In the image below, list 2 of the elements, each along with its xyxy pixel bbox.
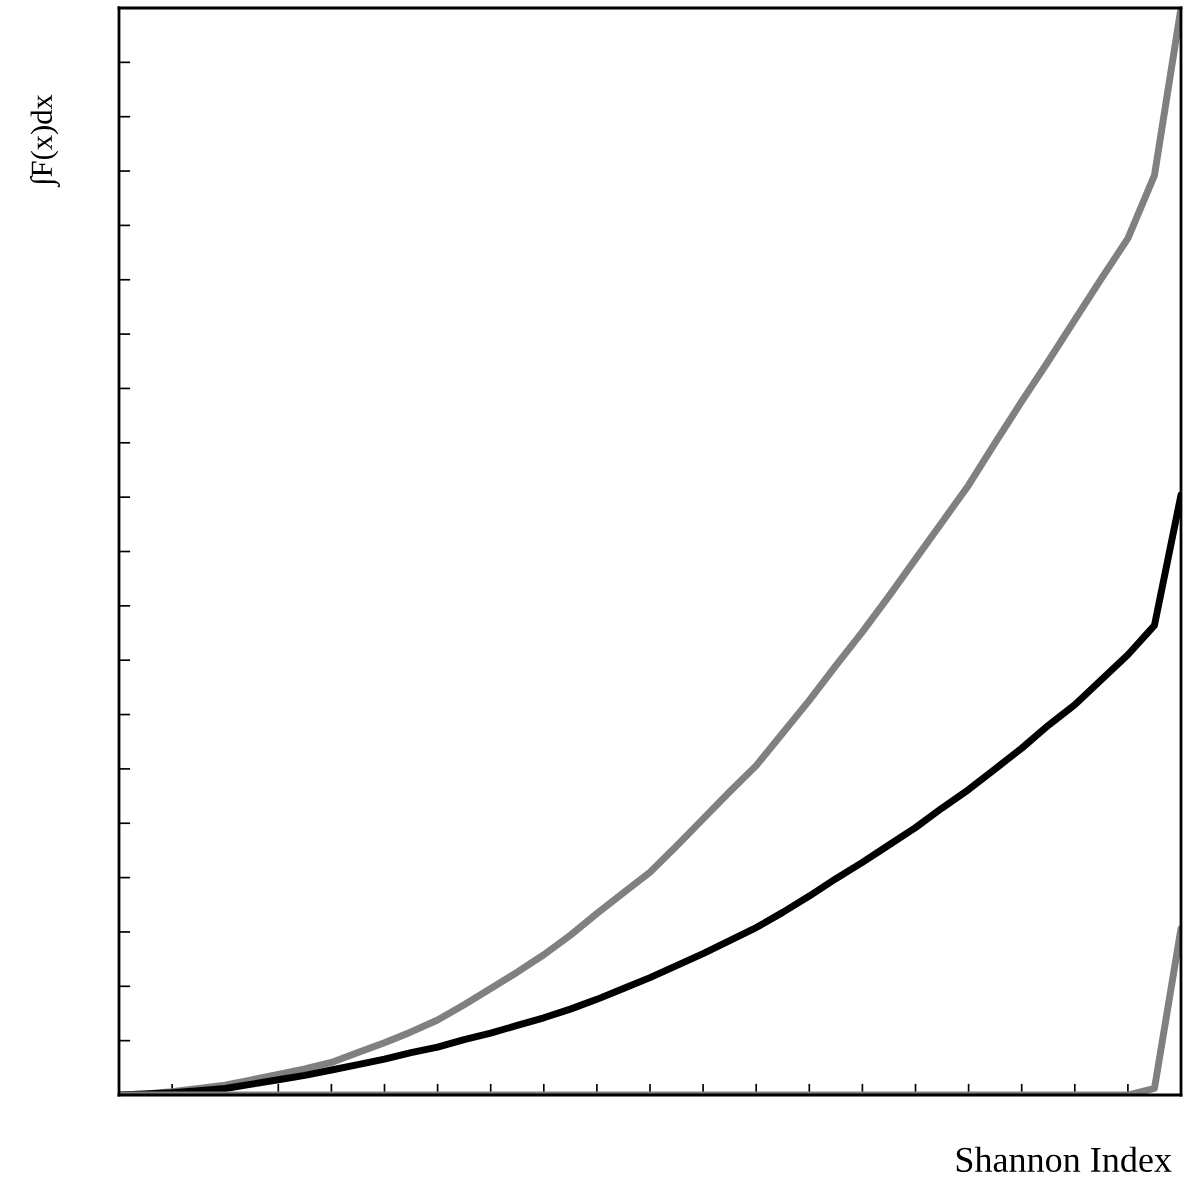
x-axis-title: Shannon Index xyxy=(956,1146,1172,1173)
y-axis-title: ∫F(x)dx xyxy=(30,94,60,188)
